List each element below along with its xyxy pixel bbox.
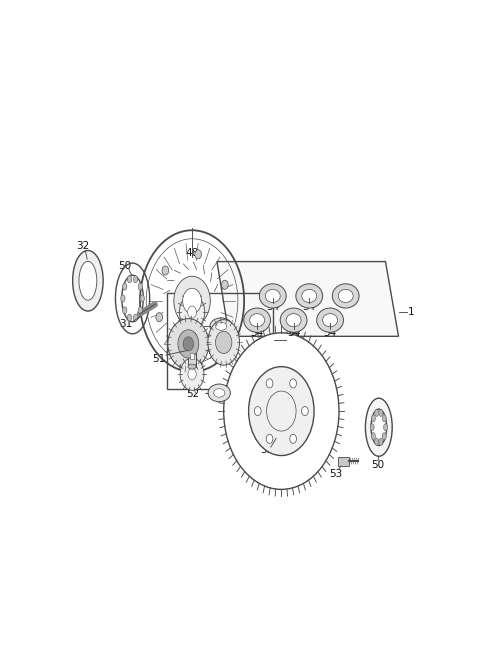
Ellipse shape: [208, 319, 240, 365]
Text: 1: 1: [408, 307, 415, 317]
Ellipse shape: [122, 283, 127, 290]
Ellipse shape: [332, 284, 359, 308]
Text: 49: 49: [286, 333, 299, 342]
Circle shape: [216, 327, 222, 336]
Text: 32: 32: [76, 241, 90, 251]
Bar: [167, 293, 273, 390]
Circle shape: [301, 407, 308, 416]
Ellipse shape: [188, 333, 196, 338]
Text: 54: 54: [251, 328, 264, 338]
Ellipse shape: [372, 415, 375, 422]
Bar: [188, 335, 196, 367]
Circle shape: [183, 337, 193, 351]
Ellipse shape: [127, 276, 132, 283]
Ellipse shape: [296, 284, 323, 308]
Ellipse shape: [133, 314, 138, 321]
Ellipse shape: [286, 314, 301, 327]
Circle shape: [216, 331, 232, 354]
Ellipse shape: [138, 307, 143, 314]
Ellipse shape: [265, 289, 280, 302]
Ellipse shape: [138, 283, 143, 290]
Circle shape: [162, 266, 168, 275]
Text: 48: 48: [185, 248, 199, 258]
Ellipse shape: [168, 319, 209, 369]
Circle shape: [178, 330, 199, 358]
Circle shape: [174, 276, 210, 326]
Text: 50: 50: [119, 260, 132, 271]
Ellipse shape: [188, 364, 196, 369]
Circle shape: [180, 295, 204, 329]
Ellipse shape: [379, 409, 383, 417]
Bar: [190, 353, 194, 359]
Ellipse shape: [338, 289, 353, 302]
Circle shape: [221, 280, 228, 289]
Circle shape: [290, 379, 297, 388]
Ellipse shape: [375, 438, 379, 445]
Ellipse shape: [280, 308, 307, 333]
Circle shape: [254, 407, 261, 416]
Ellipse shape: [244, 308, 271, 333]
Text: 52: 52: [187, 321, 200, 331]
Circle shape: [224, 333, 339, 489]
Text: 54: 54: [287, 328, 300, 338]
Text: 51: 51: [152, 354, 165, 364]
Circle shape: [188, 306, 196, 318]
Ellipse shape: [122, 307, 127, 314]
Text: 54: 54: [266, 302, 279, 312]
Text: 52: 52: [187, 389, 200, 399]
Ellipse shape: [370, 424, 374, 431]
Circle shape: [290, 434, 297, 443]
Circle shape: [183, 288, 202, 314]
Text: 54: 54: [302, 302, 316, 312]
Text: 31: 31: [120, 319, 133, 329]
Circle shape: [156, 313, 163, 321]
Ellipse shape: [127, 314, 132, 321]
Polygon shape: [217, 262, 398, 337]
Circle shape: [266, 434, 273, 443]
Text: 54: 54: [324, 328, 336, 338]
Ellipse shape: [382, 415, 386, 422]
Ellipse shape: [382, 432, 386, 440]
Ellipse shape: [208, 384, 230, 401]
Ellipse shape: [79, 261, 97, 300]
Ellipse shape: [323, 314, 337, 327]
Circle shape: [249, 367, 314, 455]
Ellipse shape: [140, 295, 144, 302]
Ellipse shape: [120, 295, 125, 302]
Ellipse shape: [214, 388, 225, 397]
Ellipse shape: [302, 289, 317, 302]
Ellipse shape: [375, 409, 379, 417]
Circle shape: [183, 343, 189, 352]
Ellipse shape: [72, 251, 103, 311]
Ellipse shape: [365, 398, 392, 457]
Text: 50: 50: [372, 460, 384, 470]
Bar: [338, 457, 349, 466]
Circle shape: [195, 250, 202, 259]
Circle shape: [266, 379, 273, 388]
Ellipse shape: [210, 318, 232, 335]
Circle shape: [180, 358, 204, 390]
Ellipse shape: [216, 322, 227, 330]
Ellipse shape: [372, 432, 375, 440]
Circle shape: [188, 369, 196, 380]
Ellipse shape: [317, 308, 344, 333]
Ellipse shape: [133, 276, 138, 283]
Ellipse shape: [379, 438, 383, 445]
Text: 53: 53: [329, 469, 343, 479]
Ellipse shape: [384, 424, 387, 431]
Text: 33: 33: [260, 445, 273, 455]
Ellipse shape: [371, 409, 386, 445]
Ellipse shape: [250, 314, 264, 327]
Ellipse shape: [259, 284, 286, 308]
